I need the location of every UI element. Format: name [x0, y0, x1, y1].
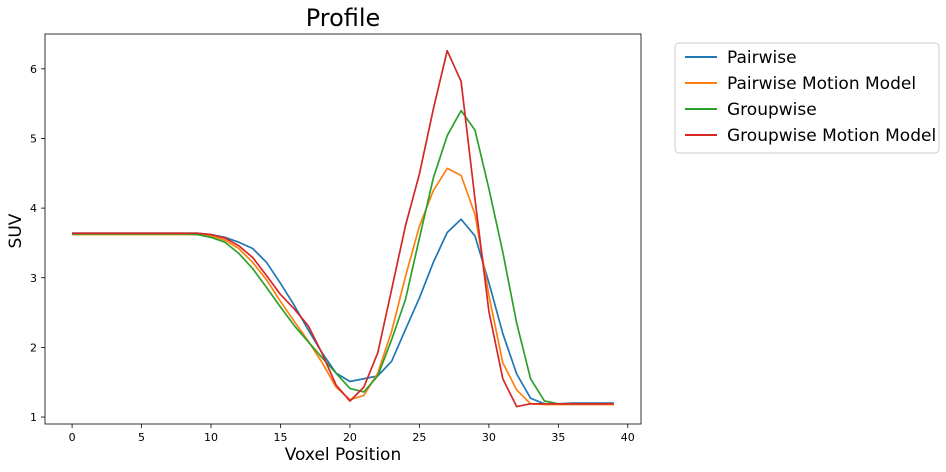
y-axis-ticks: 1 2 3 4 5 6: [30, 63, 45, 424]
x-tick-label: 40: [621, 431, 635, 444]
y-tick-label: 3: [30, 272, 37, 285]
plot-lines: [72, 49, 614, 408]
x-tick-label: 15: [273, 431, 287, 444]
x-tick-label: 20: [343, 431, 357, 444]
legend-entry-label: Groupwise Motion Model: [727, 126, 936, 146]
x-tick-label: 25: [412, 431, 426, 444]
legend-entry-label: Pairwise: [727, 48, 797, 68]
y-tick-label: 2: [30, 341, 37, 354]
y-tick-label: 1: [30, 411, 37, 424]
x-tick-label: 5: [138, 431, 145, 444]
axes-frame: [44, 33, 642, 425]
legend: Pairwise Pairwise Motion Model Groupwise Gr…: [674, 42, 940, 154]
y-axis-label: SUV: [6, 213, 26, 248]
x-tick-label: 0: [69, 431, 76, 444]
x-tick-label: 10: [204, 431, 218, 444]
x-axis-label: Voxel Position: [285, 445, 402, 465]
y-tick-label: 4: [30, 202, 37, 215]
legend-entry-label: Groupwise: [727, 100, 817, 120]
x-tick-label: 30: [482, 431, 496, 444]
x-tick-label: 35: [551, 431, 565, 444]
chart-title: Profile: [306, 4, 381, 32]
series-line-groupwise-motion-model: [72, 49, 614, 408]
legend-box: [674, 42, 940, 154]
legend-entry-label: Pairwise Motion Model: [727, 74, 916, 94]
y-tick-label: 6: [30, 63, 37, 76]
y-tick-label: 5: [30, 132, 37, 145]
x-axis-ticks: 0 5 10 15 20 25 30 35 40: [69, 424, 635, 444]
